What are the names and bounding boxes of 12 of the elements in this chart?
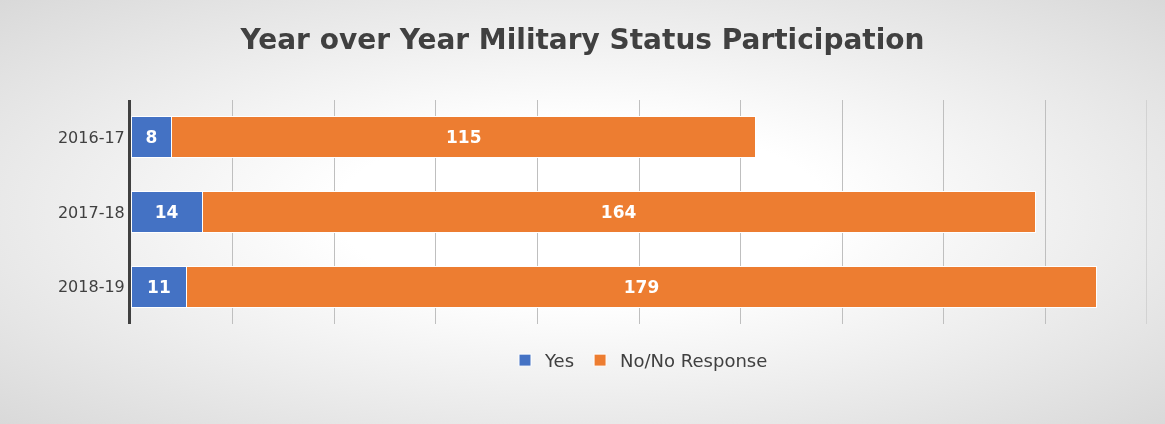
- data-label: 11: [147, 276, 171, 297]
- y-tick-label: 2016-17: [57, 127, 125, 147]
- y-tick-label: 2017-18: [57, 202, 125, 222]
- legend-label: Yes: [544, 350, 575, 372]
- data-label: 8: [145, 127, 158, 148]
- chart-title: Year over Year Military Status Participation: [239, 23, 925, 57]
- data-label: 164: [600, 202, 637, 222]
- y-tick-label: 2018-19: [57, 277, 125, 297]
- data-label: 179: [623, 276, 660, 297]
- data-label: 115: [445, 127, 482, 148]
- data-label: 14: [154, 202, 179, 222]
- legend-label: No/No Response: [620, 350, 768, 372]
